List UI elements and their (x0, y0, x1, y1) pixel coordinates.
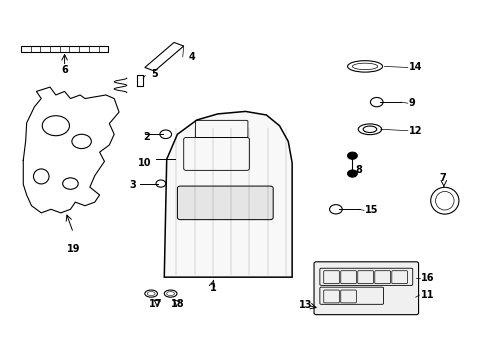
Text: 5: 5 (151, 68, 158, 78)
Text: 3: 3 (129, 180, 136, 190)
Text: 7: 7 (439, 173, 446, 183)
Text: 9: 9 (408, 98, 415, 108)
Text: 19: 19 (66, 244, 80, 253)
FancyBboxPatch shape (313, 262, 418, 315)
Polygon shape (164, 111, 291, 277)
Text: 4: 4 (188, 52, 195, 62)
Text: 13: 13 (299, 300, 312, 310)
Circle shape (347, 170, 357, 177)
Text: 17: 17 (149, 299, 163, 309)
Text: 15: 15 (365, 205, 378, 215)
Text: 6: 6 (61, 65, 68, 75)
Circle shape (347, 152, 357, 159)
Text: 14: 14 (408, 63, 422, 72)
FancyBboxPatch shape (177, 186, 273, 220)
Text: 11: 11 (420, 290, 433, 300)
Text: 10: 10 (137, 158, 151, 168)
Text: 8: 8 (355, 165, 362, 175)
Text: 18: 18 (170, 299, 184, 309)
Text: 2: 2 (142, 132, 149, 142)
Text: 1: 1 (209, 283, 216, 293)
Text: 12: 12 (408, 126, 422, 136)
Text: 16: 16 (420, 273, 433, 283)
Polygon shape (21, 46, 108, 52)
